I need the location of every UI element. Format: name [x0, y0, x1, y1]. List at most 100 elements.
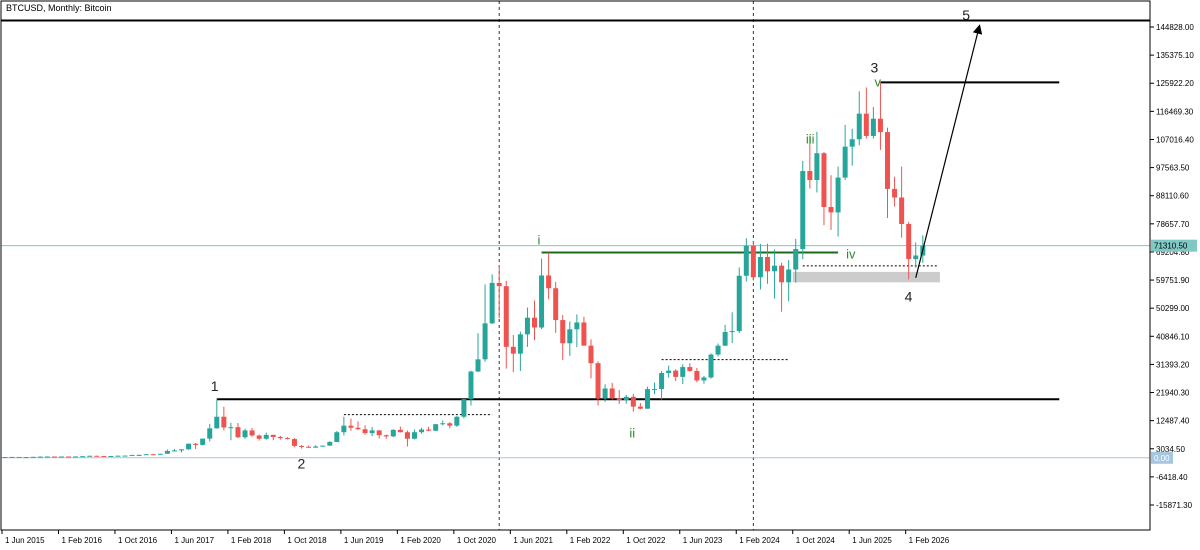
candle	[51, 456, 57, 458]
candle-body	[475, 359, 481, 372]
candle	[750, 241, 756, 281]
candle	[411, 429, 417, 440]
candle	[517, 331, 523, 371]
candle	[567, 321, 573, 356]
candle-body	[87, 455, 93, 457]
wave-label-iv: iv	[846, 247, 856, 262]
candle-body	[560, 320, 566, 344]
candle-body	[66, 456, 72, 458]
y-tick-label: 69204.80	[1156, 248, 1190, 257]
candle	[256, 434, 262, 441]
candle-body	[320, 445, 326, 447]
candle-body	[736, 275, 742, 332]
candle-body	[355, 427, 361, 430]
candle-body	[546, 275, 552, 289]
candle	[503, 280, 509, 369]
candle	[489, 274, 495, 324]
candle-body	[397, 429, 403, 433]
candle	[2, 457, 8, 459]
candle	[461, 398, 467, 419]
candle	[581, 316, 587, 346]
candle-body	[228, 427, 234, 429]
candle	[736, 267, 742, 334]
candle	[419, 427, 425, 434]
candle	[560, 315, 566, 360]
x-tick-label: 1 Oct 2020	[457, 536, 497, 545]
candle-body	[108, 455, 114, 457]
candle	[383, 434, 389, 439]
x-tick-label: 1 Feb 2020	[400, 536, 441, 545]
candle	[687, 363, 693, 372]
candle	[30, 456, 36, 458]
candle	[885, 127, 890, 219]
candle	[242, 428, 248, 439]
candle-body	[517, 334, 523, 354]
plot-frame	[0, 0, 1151, 531]
candle	[616, 389, 622, 404]
candle	[136, 454, 142, 456]
candle-body	[899, 197, 905, 224]
candle-body	[743, 245, 749, 276]
candle	[447, 422, 453, 429]
candle	[623, 395, 629, 404]
candle-body	[510, 346, 516, 354]
candle-body	[334, 432, 340, 443]
candle-body	[722, 331, 728, 346]
candle-body	[383, 435, 389, 437]
x-tick-label: 1 Jun 2015	[5, 536, 45, 545]
candle-body	[800, 171, 806, 249]
candle	[299, 445, 305, 449]
candle	[913, 242, 919, 268]
candle-body	[447, 423, 453, 426]
candle	[715, 343, 721, 357]
candle-body	[242, 430, 248, 438]
candle	[263, 432, 269, 440]
candle-body	[863, 113, 869, 136]
candle	[404, 430, 410, 447]
candle	[659, 370, 665, 400]
wave-label-4: 4	[905, 288, 913, 304]
candle-body	[433, 424, 439, 431]
y-tick-label: 88110.60	[1156, 192, 1189, 201]
y-tick-label: 78657.70	[1156, 220, 1190, 229]
candle-body	[574, 322, 580, 330]
candle	[757, 243, 763, 290]
candle-body	[581, 322, 587, 346]
candle	[157, 453, 163, 455]
y-tick-label: 21940.30	[1156, 389, 1190, 398]
x-tick-label: 1 Oct 2016	[118, 536, 158, 545]
candle	[828, 175, 834, 230]
candle-body	[764, 257, 770, 272]
wave-label-ii: ii	[629, 426, 635, 441]
candle-body	[680, 367, 686, 377]
candle	[609, 382, 615, 400]
candle-body	[652, 389, 658, 391]
candle	[200, 438, 206, 446]
candle	[814, 131, 820, 193]
candle-body	[885, 132, 890, 189]
candle-body	[772, 265, 778, 272]
candle	[588, 339, 594, 379]
candle-body	[454, 416, 460, 426]
candle-body	[73, 456, 79, 458]
candle	[546, 252, 552, 300]
candle	[87, 455, 93, 457]
zero-label: 0.00	[1154, 454, 1170, 463]
candle-body	[179, 449, 184, 451]
candle	[249, 428, 255, 437]
candle-body	[630, 396, 636, 407]
candle-body	[715, 345, 721, 355]
candle	[863, 87, 869, 139]
candle-body	[277, 436, 283, 439]
candle-body	[609, 388, 615, 399]
candle-body	[814, 153, 820, 180]
candles	[2, 82, 926, 459]
candle	[362, 425, 368, 435]
candle	[73, 456, 79, 458]
x-tick-label: 1 Jun 2017	[174, 536, 214, 545]
candle	[270, 434, 276, 441]
x-tick-label: 1 Feb 2016	[61, 536, 102, 545]
candle	[348, 418, 354, 431]
